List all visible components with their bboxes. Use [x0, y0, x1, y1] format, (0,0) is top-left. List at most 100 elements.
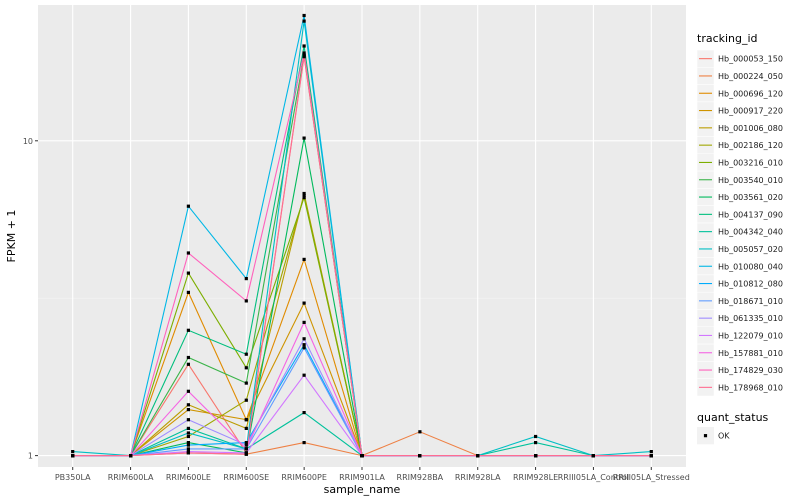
x-tick-label-3: RRIM600SE	[223, 473, 269, 482]
data-point-Hb_003540_010-3	[244, 381, 248, 385]
legend-label-Hb_000696_120: Hb_000696_120	[718, 89, 783, 98]
legend-label-Hb_003216_010: Hb_003216_010	[718, 158, 783, 167]
data-point-Hb_004342_040-2	[186, 426, 190, 430]
legend-label-Hb_174829_030: Hb_174829_030	[718, 366, 783, 375]
y-axis: 1 10	[23, 137, 38, 461]
data-point-Hb_178968_010-5	[360, 454, 364, 458]
legend-label-Hb_000917_220: Hb_000917_220	[718, 107, 783, 116]
data-point-Hb_061335_010-4	[302, 337, 306, 341]
data-point-Hb_004342_040-4	[302, 411, 306, 415]
data-point-Hb_005057_020-8	[534, 434, 538, 439]
legend-label-Hb_018671_010: Hb_018671_010	[718, 297, 783, 306]
data-point-Hb_018671_010-2	[186, 447, 190, 451]
data-point-Hb_001006_080-2	[186, 403, 190, 407]
legend-label-Hb_000224_050: Hb_000224_050	[718, 72, 783, 81]
data-point-Hb_003216_010-2	[186, 271, 190, 275]
x-tick-label-2: RRIM600LE	[166, 473, 211, 482]
legend-label-Hb_001006_080: Hb_001006_080	[718, 124, 783, 133]
legend-label-Hb_157881_010: Hb_157881_010	[718, 349, 783, 358]
y-axis-title: FPKM + 1	[5, 210, 18, 263]
legend-label-Hb_003561_020: Hb_003561_020	[718, 193, 783, 202]
data-point-Hb_178968_010-4	[302, 54, 306, 58]
data-point-Hb_178968_010-1	[129, 454, 133, 458]
x-axis-title: sample_name	[324, 483, 401, 496]
data-point-Hb_010080_040-4	[302, 13, 306, 18]
data-point-Hb_000696_120-4	[302, 257, 306, 261]
legend-label-Hb_010812_080: Hb_010812_080	[718, 280, 783, 289]
quant-legend-point	[703, 434, 708, 438]
legend: tracking_id Hb_000053_150Hb_000224_050Hb…	[696, 32, 783, 445]
data-point-Hb_178968_010-7	[476, 454, 480, 458]
data-point-Hb_010812_080-3	[244, 441, 248, 445]
data-point-Hb_000917_220-3	[244, 418, 248, 422]
data-point-Hb_174829_030-2	[186, 251, 190, 255]
data-point-Hb_010080_040-3	[244, 277, 248, 281]
x-tick-label-10: RRIII05LA_Stressed	[613, 473, 690, 482]
legend-title: tracking_id	[697, 32, 758, 45]
data-point-Hb_174829_030-4	[302, 51, 306, 55]
grid-major	[38, 5, 686, 467]
data-point-Hb_010080_040-2	[186, 204, 190, 208]
data-point-Hb_000917_220-2	[186, 408, 190, 412]
data-point-Hb_005057_020-2	[186, 431, 190, 435]
data-point-Hb_004137_090-3	[244, 352, 248, 356]
x-tick-label-7: RRIM928LA	[455, 473, 501, 482]
data-point-Hb_018671_010-4	[302, 346, 306, 350]
x-tick-label-5: RRIM901LA	[339, 473, 385, 482]
data-point-Hb_178968_010-10	[649, 454, 653, 458]
legend-label-Hb_178968_010: Hb_178968_010	[718, 383, 783, 392]
data-point-Hb_003216_010-3	[244, 366, 248, 370]
data-point-Hb_178968_010-9	[591, 454, 595, 458]
data-point-Hb_004342_040-8	[534, 441, 538, 445]
legend-label-Hb_002186_120: Hb_002186_120	[718, 141, 783, 150]
data-point-Hb_004137_090-4	[302, 44, 306, 48]
x-tick-label-0: PB350LA	[55, 473, 91, 482]
x-tick-label-8: RRIM928LE	[513, 473, 558, 482]
x-tick-label-4: RRIM600PE	[281, 473, 327, 482]
data-point-Hb_157881_010-3	[244, 447, 248, 451]
data-point-Hb_000224_050-4	[302, 441, 306, 445]
quant-legend-label: OK	[718, 432, 730, 441]
data-point-Hb_002186_120-3	[244, 398, 248, 402]
y-tick-label-0: 1	[28, 452, 33, 461]
data-point-Hb_010812_080-4	[302, 343, 306, 347]
data-point-Hb_000224_050-6	[418, 430, 422, 434]
data-point-Hb_157881_010-2	[186, 389, 190, 393]
data-point-Hb_004137_090-2	[186, 328, 190, 332]
legend-label-Hb_122079_010: Hb_122079_010	[718, 331, 783, 340]
data-point-Hb_178968_010-8	[534, 454, 538, 458]
data-point-Hb_005057_020-10	[649, 450, 653, 454]
data-point-Hb_178968_010-0	[71, 454, 75, 458]
legend-label-Hb_010080_040: Hb_010080_040	[718, 262, 783, 271]
data-point-Hb_001006_080-4	[302, 191, 306, 196]
data-point-Hb_178968_010-3	[244, 452, 248, 456]
data-point-Hb_178968_010-6	[418, 454, 422, 458]
data-point-Hb_005057_020-0	[71, 450, 75, 454]
data-point-Hb_000917_220-4	[302, 301, 306, 305]
y-tick-label-1: 10	[23, 137, 33, 146]
data-point-Hb_000696_120-2	[186, 290, 190, 294]
legend-label-Hb_004342_040: Hb_004342_040	[718, 228, 783, 237]
data-point-Hb_010812_080-2	[186, 443, 190, 447]
x-tick-label-1: RRIM600LA	[108, 473, 154, 482]
data-point-Hb_000053_150-2	[186, 362, 190, 366]
data-point-Hb_003561_020-2	[186, 441, 190, 445]
data-point-Hb_003561_020-4	[302, 136, 306, 140]
data-point-Hb_178968_010-2	[186, 451, 190, 455]
legend-label-Hb_005057_020: Hb_005057_020	[718, 245, 783, 254]
legend-label-Hb_061335_010: Hb_061335_010	[718, 314, 783, 323]
x-axis: PB350LA RRIM600LA RRIM600LE RRIM600SE RRIM60…	[55, 467, 690, 482]
data-point-Hb_005057_020-4	[302, 19, 306, 23]
legend-label-Hb_003540_010: Hb_003540_010	[718, 176, 783, 185]
data-point-Hb_001006_080-3	[244, 426, 248, 430]
quant-legend-title: quant_status	[697, 411, 769, 424]
data-point-Hb_061335_010-2	[186, 418, 190, 422]
x-tick-label-9: RRIII05LA_Control	[558, 473, 629, 482]
x-tick-label-6: RRIM928BA	[397, 473, 444, 482]
series-points	[71, 13, 653, 458]
legend-label-Hb_004137_090: Hb_004137_090	[718, 210, 783, 219]
data-point-Hb_061335_010-3	[244, 443, 248, 447]
data-point-Hb_002186_120-4	[302, 193, 306, 198]
data-point-Hb_122079_010-4	[302, 373, 306, 377]
